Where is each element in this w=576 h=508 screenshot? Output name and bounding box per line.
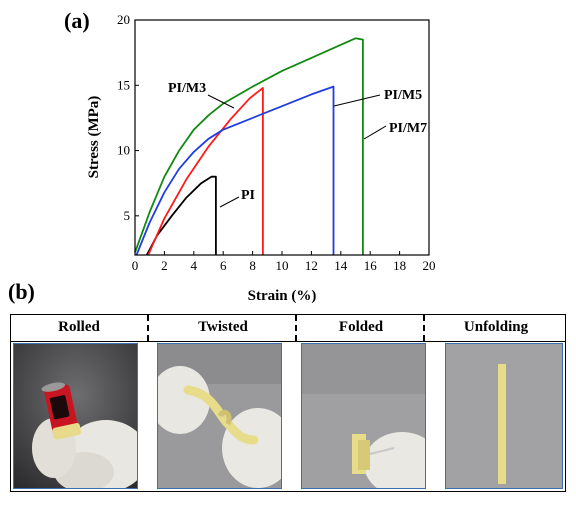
annotation-layer: PI/M3 PI PI/M5 PI/M7	[168, 81, 427, 208]
y-tick-label: 5	[124, 208, 131, 223]
y-tick-label: 20	[117, 12, 130, 27]
x-tick-label: 8	[249, 258, 256, 273]
axis-layer: 0 2 4 6 8 10 12 14 16 18 20 5 10 15 20	[117, 12, 436, 273]
x-tick-label: 14	[334, 258, 348, 273]
panel-label-b: (b)	[8, 279, 35, 304]
photo-strip: Rolled Twisted Folded Unfolding	[10, 314, 566, 492]
photo-label-unfolding: Unfolding	[463, 319, 529, 335]
photo-label-rolled: Rolled	[58, 319, 100, 335]
annotation-arrow	[219, 196, 240, 208]
series-line-pi-m7	[134, 37, 364, 255]
rolled-film-photo	[13, 343, 138, 489]
x-tick-label: 18	[393, 258, 406, 273]
x-tick-label: 12	[305, 258, 318, 273]
photo-label-twisted: Twisted	[198, 319, 248, 335]
x-tick-label: 20	[423, 258, 436, 273]
x-axis-label: Strain (%)	[248, 288, 317, 304]
y-tick-label: 15	[117, 77, 130, 92]
annotation-arrow	[363, 125, 387, 140]
x-tick-label: 2	[161, 258, 168, 273]
series-line-pi-m5	[135, 85, 335, 256]
x-tick-label: 0	[132, 258, 139, 273]
unfolded-film-photo	[445, 343, 563, 489]
panel-label-a: (a)	[64, 8, 90, 33]
stress-strain-chart: 0 2 4 6 8 10 12 14 16 18 20 5 10 15 20 Strain (%) Stre…	[86, 12, 436, 304]
annotation-label-pi: PI	[241, 188, 255, 203]
header-divider	[11, 341, 565, 342]
plot-frame	[134, 19, 430, 256]
annotation-arrow	[333, 94, 381, 107]
annotation-label-pi-m3: PI/M3	[168, 81, 206, 96]
series-layer	[134, 37, 364, 256]
label-separator	[295, 315, 297, 341]
y-axis-label: Stress (MPa)	[86, 96, 102, 179]
annotation-label-pi-m7: PI/M7	[389, 121, 427, 136]
series-line-pi-m3	[147, 87, 264, 256]
photo-label-folded: Folded	[338, 319, 384, 335]
x-tick-label: 16	[364, 258, 378, 273]
x-tick-label: 6	[220, 258, 227, 273]
x-tick-label: 10	[276, 258, 289, 273]
annotation-arrow	[207, 94, 235, 109]
x-tick-label: 4	[191, 258, 198, 273]
annotation-label-pi-m5: PI/M5	[384, 88, 422, 103]
label-separator	[423, 315, 425, 341]
twisted-film-photo	[157, 343, 282, 489]
y-tick-label: 10	[117, 143, 130, 158]
series-line-pi	[146, 175, 217, 256]
label-separator	[147, 315, 149, 341]
folded-film-photo	[301, 343, 426, 489]
